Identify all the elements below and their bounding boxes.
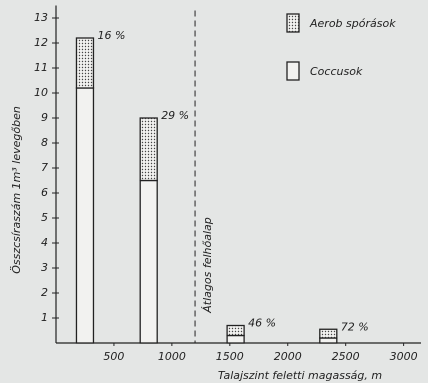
y-tick-label: 4: [41, 236, 48, 249]
y-tick-label: 13: [34, 11, 48, 24]
percent-label: 72 %: [341, 320, 369, 333]
y-tick-label: 2: [41, 286, 48, 299]
bar-segment: [319, 328, 338, 339]
bar-segment: [226, 334, 245, 344]
y-tick-label: 6: [41, 186, 48, 199]
y-tick-label: 9: [41, 111, 48, 124]
bar-segment: [139, 179, 158, 344]
legend-label: Coccusok: [310, 65, 363, 78]
legend-label: Aerob spórások: [309, 17, 396, 30]
y-tick-label: 1: [41, 311, 48, 324]
x-tick-label: 1000: [158, 350, 186, 363]
legend-swatch: [286, 61, 300, 81]
y-tick-label: 11: [34, 61, 48, 74]
bar-segment: [139, 117, 158, 182]
x-tick-label: 500: [103, 350, 124, 363]
percent-label: 46 %: [248, 317, 276, 330]
x-tick-label: 3000: [390, 350, 418, 363]
bar-segment: [319, 337, 338, 344]
y-tick-label: 12: [34, 36, 48, 49]
reference-label: Átlagos felhőalap: [201, 217, 214, 314]
percent-label: 16 %: [97, 29, 125, 42]
bar-segment: [226, 324, 245, 337]
percent-label: 29 %: [161, 109, 189, 122]
y-tick-label: 8: [41, 136, 48, 149]
x-tick-label: 2500: [332, 350, 360, 363]
x-axis-label: Talajszint feletti magasság, m: [218, 369, 382, 382]
bar-segment: [75, 37, 95, 89]
y-tick-label: 5: [41, 211, 48, 224]
y-tick-label: 10: [34, 86, 48, 99]
legend-swatch: [286, 13, 300, 33]
y-tick-label: 3: [41, 261, 48, 274]
y-axis-label: Összcsíraszám 1m³ levegőben: [10, 106, 23, 274]
x-tick-label: 2000: [274, 350, 302, 363]
x-tick-label: 1500: [216, 350, 244, 363]
bar-segment: [75, 87, 95, 344]
y-tick-label: 7: [41, 161, 48, 174]
